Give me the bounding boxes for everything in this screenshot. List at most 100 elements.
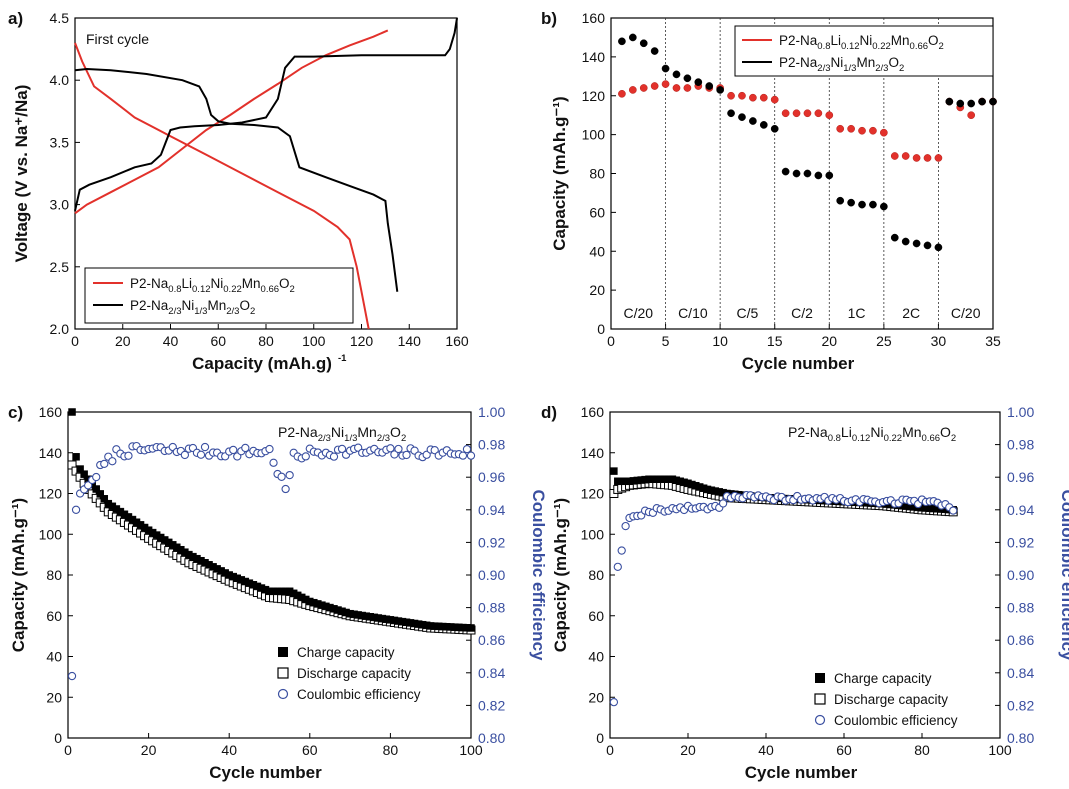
data-point xyxy=(869,126,877,135)
y2-tick-label: 0.92 xyxy=(478,534,505,550)
y2-tick-label: 0.84 xyxy=(478,665,505,681)
x-axis-label: Cycle number xyxy=(209,763,322,782)
x-axis-label: Cycle number xyxy=(742,354,855,373)
data-point xyxy=(912,154,921,162)
y-tick-label: 60 xyxy=(589,204,605,220)
data-point xyxy=(814,109,823,118)
y2-axis-label: Coulombic efficiency xyxy=(1058,490,1069,662)
data-point xyxy=(792,169,801,178)
ce-point xyxy=(462,444,472,454)
data-point xyxy=(694,78,703,86)
data-point xyxy=(923,154,932,162)
legend-label: Discharge capacity xyxy=(297,666,411,681)
ce-point xyxy=(92,472,101,482)
x-tick-label: 120 xyxy=(350,333,374,349)
data-point xyxy=(967,111,976,120)
x-tick-label: 0 xyxy=(607,333,615,349)
legend-label: Coulombic efficiency xyxy=(297,687,421,702)
data-point xyxy=(836,196,845,205)
panel-b: 0 5 10 15 20 25 30 35 0 20 40 60 80 100 120 140 160 Cycle… xyxy=(541,9,1001,373)
ce-point xyxy=(718,499,728,508)
charge-point xyxy=(100,495,109,503)
ce-point xyxy=(466,451,476,460)
ce-point xyxy=(124,451,133,460)
charge-point xyxy=(92,485,100,493)
y2-tick-label: 0.98 xyxy=(478,437,505,453)
data-point xyxy=(781,109,790,118)
ce-point xyxy=(277,472,286,481)
y-tick-label: 80 xyxy=(588,567,604,583)
y-tick-label: 60 xyxy=(46,608,62,624)
x-tick-label: 140 xyxy=(398,333,422,349)
x-tick-label: 0 xyxy=(606,742,614,758)
y-tick-label: 160 xyxy=(582,10,606,26)
y2-tick-label: 0.82 xyxy=(478,697,505,713)
panel-title: P2-Na2/3Ni1/3Mn2/3O2 xyxy=(278,424,406,444)
y-tick-label: 120 xyxy=(39,486,63,502)
y-tick-label: 3.5 xyxy=(50,134,70,150)
legend-marker xyxy=(814,693,826,705)
x-tick-label: 15 xyxy=(767,333,783,349)
ce-point xyxy=(301,452,310,461)
ce-point xyxy=(108,457,117,466)
x-axis-label: Capacity (mAh.g) xyxy=(192,354,332,373)
y2-tick-label: 0.96 xyxy=(478,469,505,485)
ce-point xyxy=(241,443,250,453)
charge-point xyxy=(68,408,76,416)
panel-label: c) xyxy=(8,403,23,422)
rate-label: 2C xyxy=(902,305,920,321)
data-point xyxy=(749,117,757,125)
ce-point xyxy=(71,505,81,514)
legend-box xyxy=(734,25,994,77)
data-point xyxy=(628,33,637,42)
ce-point xyxy=(390,450,399,459)
ce-point xyxy=(949,506,958,515)
data-point xyxy=(880,202,888,211)
legend-marker xyxy=(814,714,826,726)
data-point xyxy=(945,97,954,106)
ce-point xyxy=(617,546,626,555)
data-point xyxy=(858,126,866,135)
y2-tick-label: 0.96 xyxy=(1007,469,1034,485)
x-tick-label: 0 xyxy=(64,742,72,758)
ce-point xyxy=(386,444,395,453)
ce-point xyxy=(613,562,622,571)
data-point xyxy=(749,93,757,102)
y-axis-label: Capacity (mAh.g⁻¹) xyxy=(9,498,28,652)
legend-label: P2-Na2/3Ni1/3Mn2/3O2 xyxy=(130,298,255,317)
y2-axis-label: Coulombic efficiency xyxy=(529,490,548,662)
ce-point xyxy=(196,450,206,459)
ce-point xyxy=(394,444,403,454)
x-tick-label: 0 xyxy=(71,333,79,349)
data-point xyxy=(738,91,746,100)
x-tick-label: 20 xyxy=(680,742,696,758)
panel-label: b) xyxy=(541,9,557,28)
y2-tick-label: 0.98 xyxy=(1007,437,1034,453)
data-point xyxy=(738,113,746,121)
plot-frame xyxy=(609,411,1001,739)
data-point xyxy=(803,109,812,118)
ce-point xyxy=(458,451,468,460)
data-point xyxy=(825,111,834,120)
data-point xyxy=(683,84,692,92)
y-tick-label: 40 xyxy=(46,649,62,665)
y2-tick-label: 0.94 xyxy=(478,502,505,518)
y-axis-label: Capacity (mAh.g⁻¹) xyxy=(551,498,570,652)
legend-label: Charge capacity xyxy=(834,671,932,686)
y2-tick-label: 0.86 xyxy=(1007,632,1034,648)
ce-point xyxy=(229,445,238,455)
data-point xyxy=(847,198,855,207)
y-tick-label: 4.0 xyxy=(50,72,70,88)
data-point xyxy=(705,82,714,90)
x-tick-label: 25 xyxy=(876,333,892,349)
y-tick-label: 4.5 xyxy=(50,10,70,26)
charge-point xyxy=(610,467,618,475)
y-axis-label: Voltage (V vs. Na⁺/Na) xyxy=(12,85,31,263)
y-tick-label: 80 xyxy=(589,166,605,182)
data-point xyxy=(858,200,866,209)
data-point xyxy=(847,124,855,133)
x-tick-label: 80 xyxy=(258,333,274,349)
panel-title: P2-Na0.8Li0.12Ni0.22Mn0.66O2 xyxy=(788,424,956,444)
y2-tick-label: 0.86 xyxy=(478,632,505,648)
